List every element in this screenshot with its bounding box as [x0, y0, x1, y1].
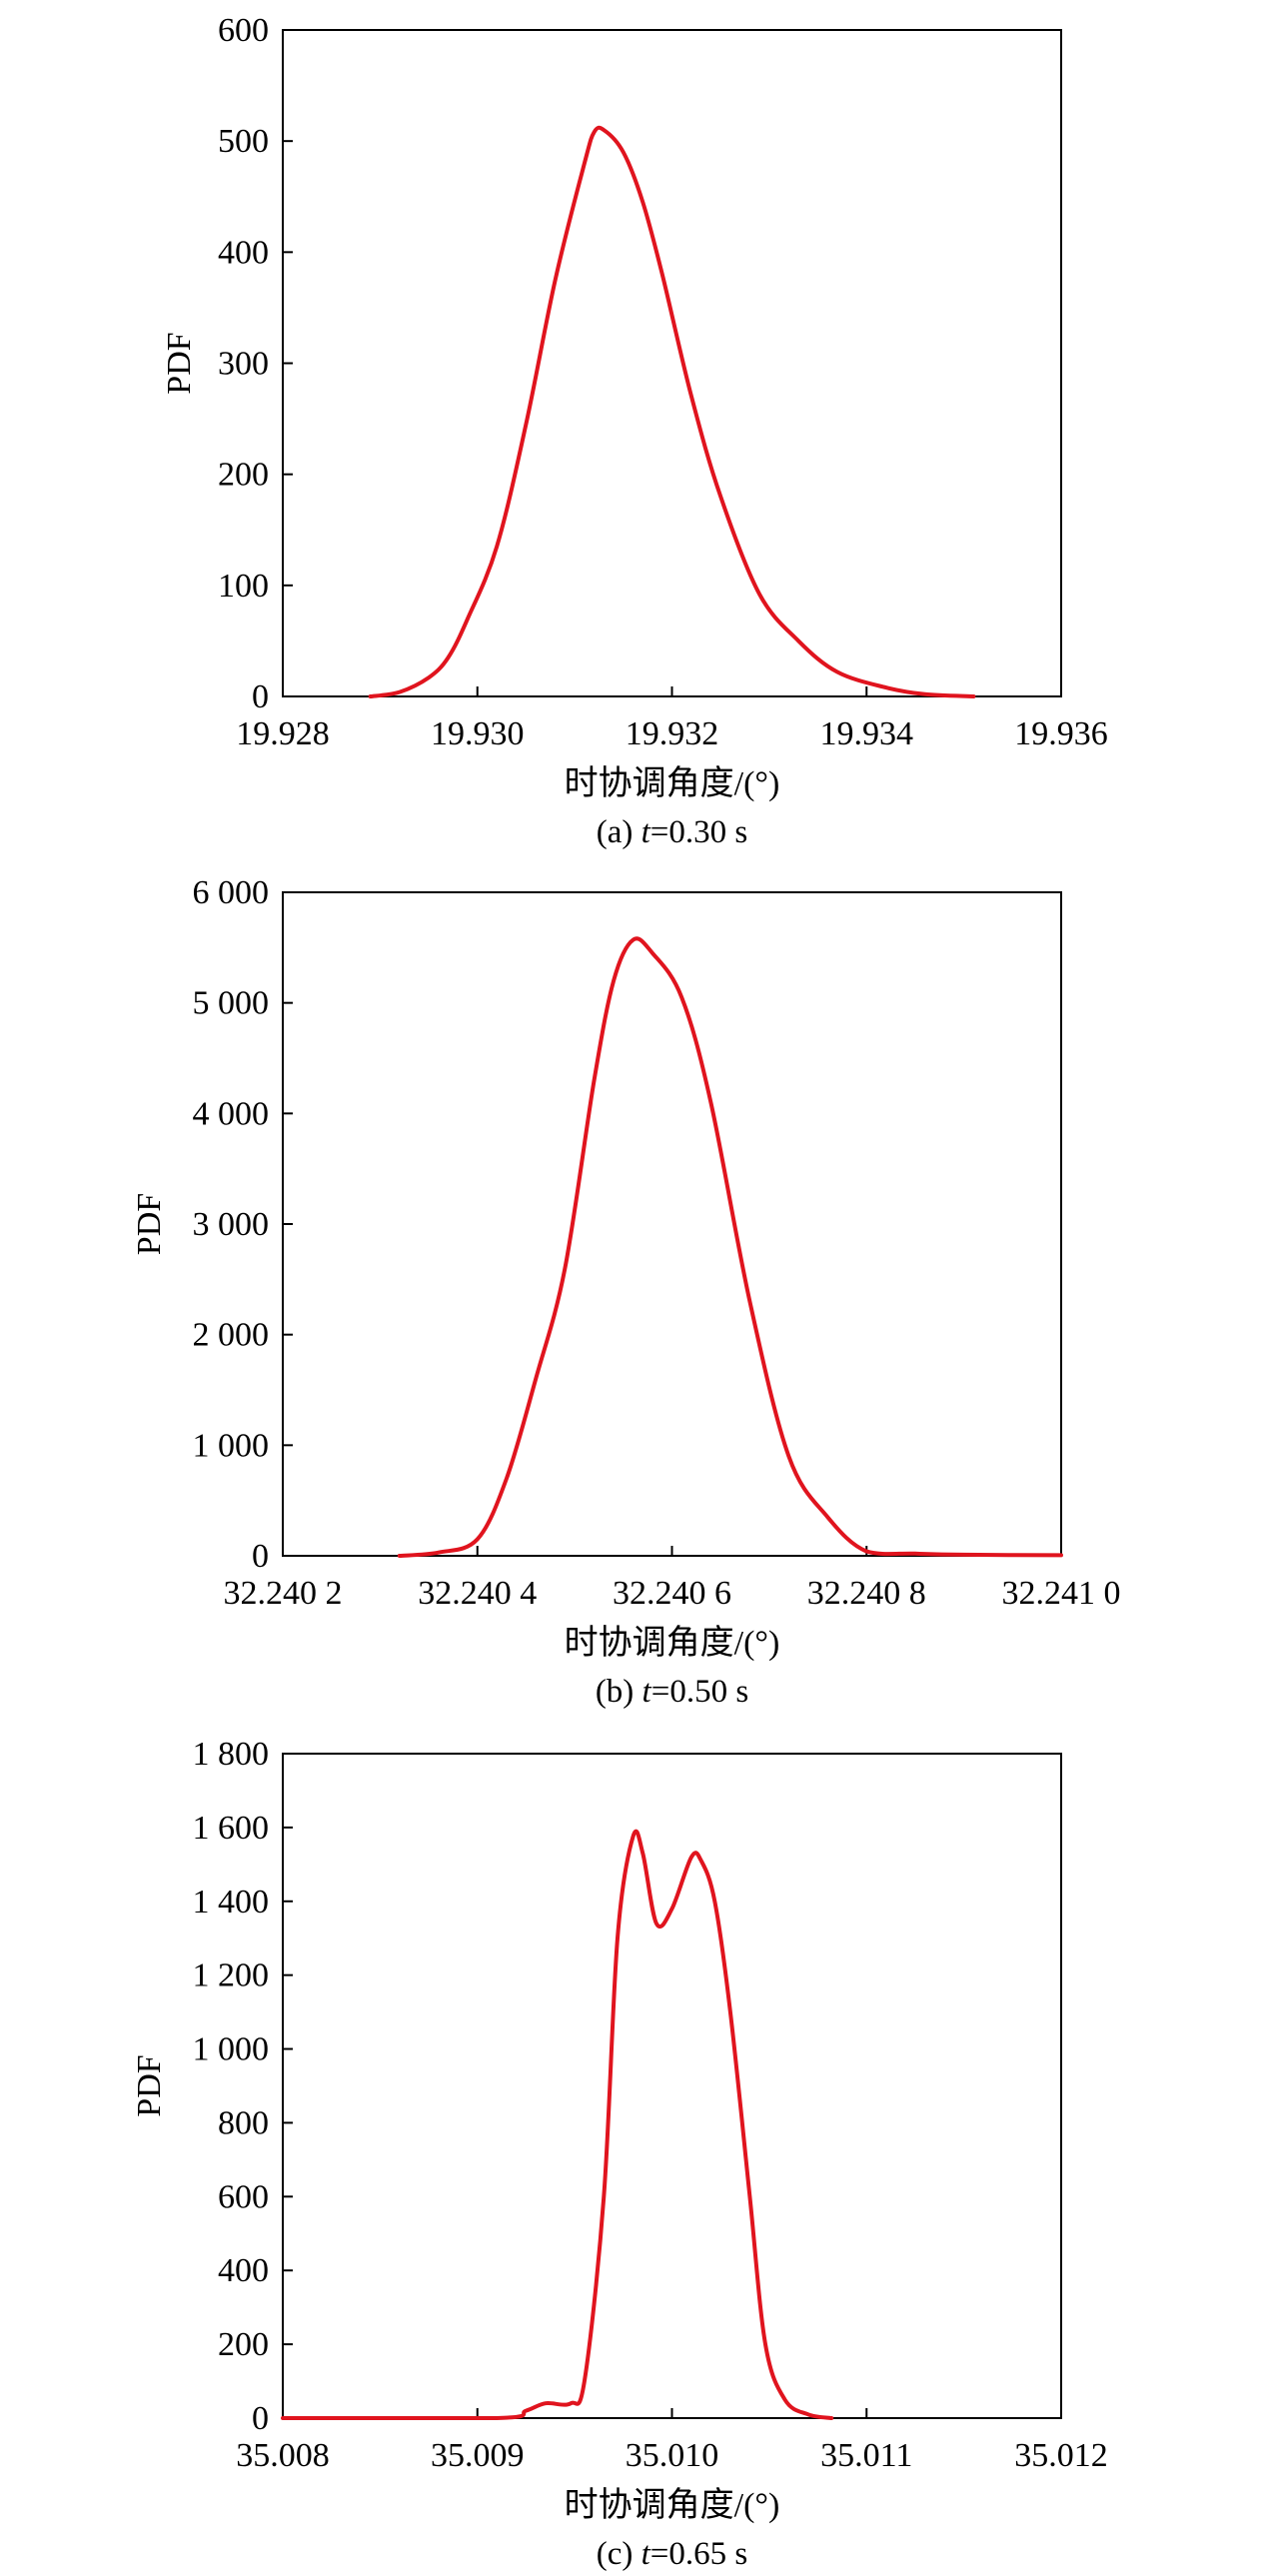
y-tick-label: 3 000 [193, 1206, 270, 1243]
chart-panel-a: 0 100 200 300 400 500 600 19.928 19.930 19.932 19.… [161, 12, 1108, 850]
pdf-curve [281, 1829, 834, 2421]
y-tick-label: 5 000 [193, 985, 270, 1022]
y-tick-label: 100 [218, 568, 269, 605]
y-tick-label: 400 [218, 2252, 269, 2289]
plot-frame [282, 891, 1062, 1557]
x-tick-label: 32.240 8 [807, 1575, 926, 1612]
panel-caption: (a) t=0.30 s [597, 814, 748, 850]
x-tick-label: 35.010 [626, 2437, 719, 2474]
pdf-curve [368, 125, 976, 698]
x-tick-label: 32.240 6 [613, 1575, 731, 1612]
x-tick-label: 19.928 [236, 715, 330, 752]
y-tick-label: 0 [252, 2400, 269, 2437]
panel-caption: (b) t=0.50 s [596, 1674, 748, 1710]
x-axis-label: 时协调角度/(°) [565, 2486, 780, 2524]
plot-frame [282, 1753, 1062, 2419]
y-tick-label: 2 000 [193, 1317, 270, 1354]
pdf-curve [397, 936, 1063, 1558]
y-tick-label: 300 [218, 346, 269, 383]
chart-panel-b: 0 1 000 2 000 3 000 4 000 5 000 6 000 32.240 2 3… [131, 874, 1121, 1710]
y-tick-label: 1 200 [193, 1957, 270, 1994]
y-tick-label: 400 [218, 234, 269, 271]
y-tick-label: 800 [218, 2104, 269, 2141]
y-tick-label: 600 [218, 2178, 269, 2215]
chart-panel-c: 0 200 400 600 800 1 000 1 200 1 400 1 600 1 800 35… [131, 1736, 1108, 2572]
x-tick-label: 35.008 [236, 2437, 330, 2474]
y-axis-label: PDF [131, 1193, 168, 1255]
x-tick-label: 19.930 [431, 715, 525, 752]
x-tick-label: 35.009 [431, 2437, 525, 2474]
x-axis-label: 时协调角度/(°) [565, 764, 780, 802]
x-tick-label: 35.011 [820, 2437, 912, 2474]
plot-frame [282, 29, 1062, 697]
x-tick-label: 19.934 [820, 715, 914, 752]
y-tick-label: 1 000 [193, 2031, 270, 2068]
x-tick-label: 19.932 [626, 715, 719, 752]
y-tick-label: 200 [218, 2326, 269, 2363]
x-tick-label: 32.240 2 [224, 1575, 343, 1612]
y-tick-label: 1 000 [193, 1427, 270, 1464]
x-tick-label: 32.240 4 [418, 1575, 537, 1612]
y-tick-label: 1 400 [193, 1884, 270, 1921]
x-tick-label: 35.012 [1014, 2437, 1108, 2474]
y-tick-label: 600 [218, 12, 269, 49]
y-tick-label: 1 800 [193, 1736, 270, 1773]
y-tick-label: 0 [252, 1538, 269, 1575]
y-tick-label: 1 600 [193, 1810, 270, 1847]
y-tick-label: 6 000 [193, 874, 270, 911]
y-tick-label: 500 [218, 123, 269, 160]
y-tick-label: 200 [218, 457, 269, 494]
x-tick-label: 32.241 0 [1002, 1575, 1121, 1612]
panel-caption: (c) t=0.65 s [597, 2536, 748, 2572]
x-tick-label: 19.936 [1014, 715, 1108, 752]
x-axis-label: 时协调角度/(°) [565, 1624, 780, 1662]
y-axis-label: PDF [161, 332, 198, 394]
y-tick-label: 0 [252, 678, 269, 715]
y-tick-label: 4 000 [193, 1095, 270, 1132]
y-axis-label: PDF [131, 2054, 168, 2116]
